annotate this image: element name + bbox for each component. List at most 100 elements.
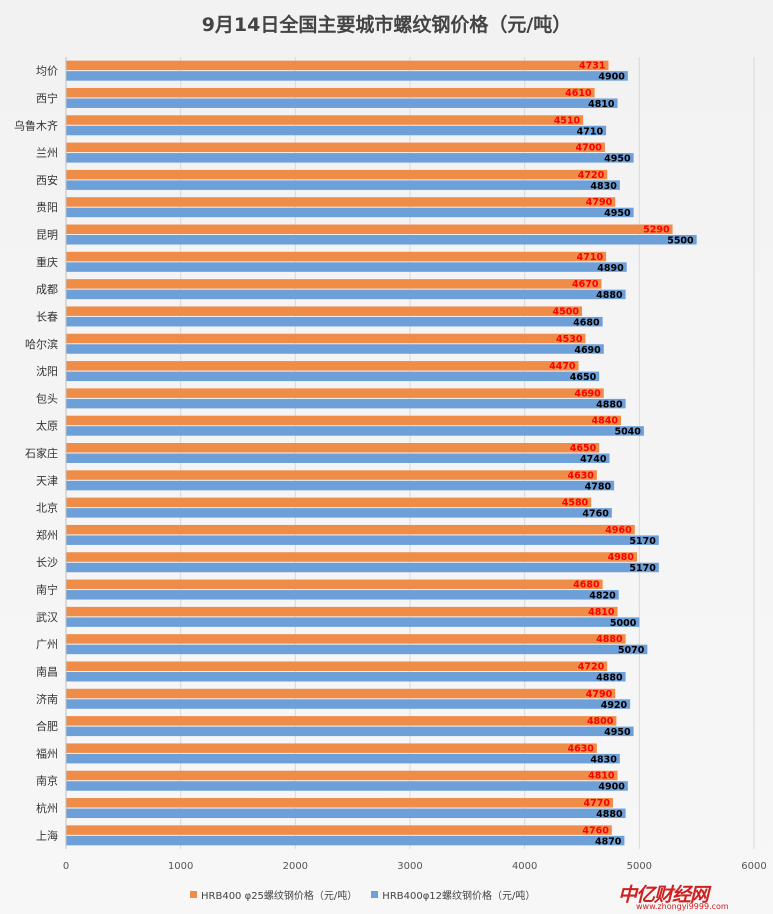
data-label-series1: 4960 xyxy=(605,525,632,536)
data-label-series2: 4650 xyxy=(570,372,597,383)
x-tick-label: 5000 xyxy=(627,861,652,872)
bar-series1 xyxy=(66,115,584,125)
data-label-series2: 5170 xyxy=(629,563,656,574)
data-label-series1: 4670 xyxy=(572,279,599,290)
category-label: 南京 xyxy=(36,774,58,788)
bar-series2 xyxy=(66,671,626,682)
category-label: 上海 xyxy=(36,828,58,842)
bar-series1 xyxy=(66,634,626,644)
data-label-series1: 4680 xyxy=(573,580,600,591)
x-tick-label: 4000 xyxy=(512,861,537,872)
data-label-series2: 4950 xyxy=(604,208,631,219)
category-label: 南宁 xyxy=(36,583,58,597)
axis-layer: 0 1000 2000 3000 4000 5000 6000 均价西宁乌鲁木齐兰州西安贵阳昆… xyxy=(14,57,767,872)
data-label-series1: 4690 xyxy=(574,388,601,399)
bar-series2 xyxy=(66,453,610,463)
data-label-series2: 4880 xyxy=(596,672,623,683)
bar-series2 xyxy=(66,153,634,163)
bar-series1 xyxy=(66,743,597,753)
bar-series1 xyxy=(66,579,603,590)
category-label: 太原 xyxy=(36,420,58,433)
category-label: 合肥 xyxy=(36,719,58,733)
data-label-series2: 4830 xyxy=(590,754,617,765)
data-label-series2: 4870 xyxy=(595,836,622,847)
data-label-series1: 4650 xyxy=(570,443,597,454)
bar-series2 xyxy=(66,344,604,354)
category-label: 天津 xyxy=(36,474,58,487)
category-label: 石家庄 xyxy=(25,446,58,460)
watermark: 中亿财经网 www.zhongyi9999.com xyxy=(618,880,768,912)
bar-series2 xyxy=(66,562,659,573)
x-tick-label: 2000 xyxy=(283,861,308,872)
bar-series1 xyxy=(66,87,595,98)
category-label: 广州 xyxy=(36,638,58,651)
data-label-series2: 5070 xyxy=(618,645,645,656)
x-tick-label: 6000 xyxy=(741,861,766,872)
data-label-series1: 4470 xyxy=(549,361,576,372)
bar-series2 xyxy=(66,781,628,791)
category-label: 兰州 xyxy=(36,147,58,160)
legend-item-series1: HRB400 φ25螺纹钢价格（元/吨） xyxy=(190,887,357,902)
bar-series2 xyxy=(66,398,626,409)
x-tick-label: 0 xyxy=(63,861,69,872)
bar-series2 xyxy=(66,535,659,545)
data-label-series1: 4710 xyxy=(577,252,604,263)
bar-series2 xyxy=(66,371,600,382)
bar-series2 xyxy=(66,207,634,218)
bar-series1 xyxy=(66,443,600,453)
data-label-series1: 4720 xyxy=(578,661,605,672)
data-label-series2: 4760 xyxy=(582,509,609,520)
bar-series2 xyxy=(66,426,644,436)
data-label-series2: 4880 xyxy=(596,399,623,410)
data-label-series1: 4790 xyxy=(586,689,613,700)
bar-series1 xyxy=(66,361,579,371)
category-label: 哈尔滨 xyxy=(25,337,58,351)
bar-series1 xyxy=(66,688,616,699)
bar-series2 xyxy=(66,71,628,81)
data-label-series2: 4780 xyxy=(585,481,612,492)
data-label-series1: 4530 xyxy=(556,334,583,345)
category-label: 杭州 xyxy=(36,801,58,815)
x-tick-label: 3000 xyxy=(397,861,422,872)
data-label-series1: 4700 xyxy=(575,143,602,154)
bar-series1 xyxy=(66,524,635,535)
bar-series2 xyxy=(66,289,626,300)
data-label-series2: 4950 xyxy=(604,154,631,165)
bar-series2 xyxy=(66,808,626,819)
category-label: 武汉 xyxy=(36,611,58,624)
data-label-series2: 4920 xyxy=(601,700,628,711)
bar-series1 xyxy=(66,497,592,508)
category-label: 西宁 xyxy=(36,91,58,105)
bar-series1 xyxy=(66,197,616,207)
data-label-series1: 4630 xyxy=(567,470,594,481)
data-label-series2: 4690 xyxy=(574,345,601,356)
bar-series1 xyxy=(66,661,608,671)
data-label-series2: 4710 xyxy=(577,126,604,137)
watermark-logo: 中亿财经网 xyxy=(618,884,709,906)
data-label-series2: 4740 xyxy=(580,454,607,465)
bar-series2 xyxy=(66,726,634,737)
data-label-series1: 4510 xyxy=(554,115,581,126)
category-label: 包头 xyxy=(36,392,58,405)
bar-series2 xyxy=(66,617,640,627)
bar-series2 xyxy=(66,98,618,108)
category-label: 郑州 xyxy=(36,528,58,542)
category-label: 贵阳 xyxy=(36,201,58,214)
legend: HRB400 φ25螺纹钢价格（元/吨） HRB400φ12螺纹钢价格（元/吨） xyxy=(190,884,590,904)
data-label-series1: 4880 xyxy=(596,634,623,645)
legend-swatch-series2 xyxy=(371,890,379,898)
bar-series2 xyxy=(66,235,697,245)
bar-series1 xyxy=(66,415,621,426)
bar-series1 xyxy=(66,279,602,289)
watermark-url: www.zhongyi9999.com xyxy=(636,902,729,911)
bar-series2 xyxy=(66,699,631,709)
data-label-series2: 5040 xyxy=(614,427,641,438)
data-label-series1: 4580 xyxy=(562,498,589,509)
data-label-series2: 4900 xyxy=(598,782,625,793)
bar-series1 xyxy=(66,251,607,262)
data-label-series2: 4880 xyxy=(596,809,623,820)
bar-series1 xyxy=(66,388,604,398)
data-label-series1: 4610 xyxy=(565,88,592,99)
legend-label-series2: HRB400φ12螺纹钢价格（元/吨） xyxy=(382,890,536,902)
data-label-series1: 4630 xyxy=(567,743,594,754)
